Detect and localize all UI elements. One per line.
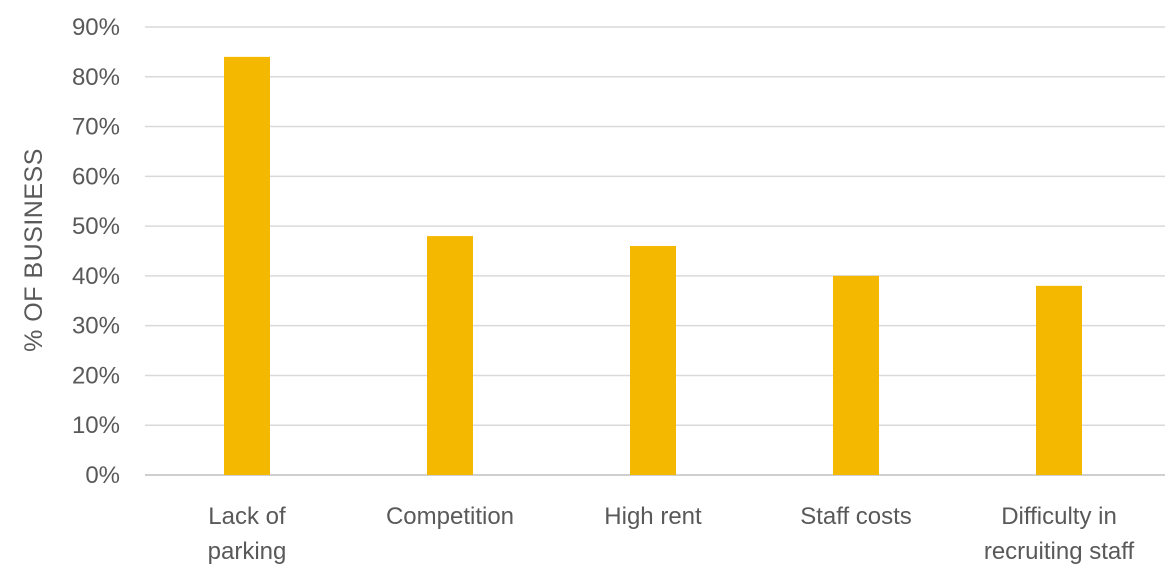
x-category-labels: Lack of parking Competition High rent Staff … (208, 503, 1135, 565)
y-tick-label: 90% (72, 14, 120, 41)
bar (427, 236, 473, 475)
y-tick-label: 80% (72, 64, 120, 91)
bars (224, 56, 1082, 475)
y-tick-label: 60% (72, 163, 120, 190)
x-category-label-line: Lack of (208, 503, 286, 530)
x-category-label: Competition (386, 503, 514, 530)
x-category-label-line: recruiting staff (984, 538, 1135, 565)
y-tick-label: 50% (72, 213, 120, 240)
bar (833, 275, 879, 475)
y-tick-label: 70% (72, 114, 120, 141)
x-category-label-line: Competition (386, 503, 514, 530)
y-tick-labels: 0% 10% 20% 30% 40% 50% 60% 70% 80% 90% (72, 14, 120, 489)
x-category-label-line: Staff costs (800, 503, 912, 530)
x-category-label: Lack of parking (208, 503, 287, 565)
x-category-label: Difficulty in recruiting staff (984, 503, 1135, 565)
x-category-label-line: Difficulty in (1001, 503, 1117, 530)
x-category-label: High rent (604, 503, 702, 530)
bar (224, 56, 270, 475)
x-category-label: Staff costs (800, 503, 912, 530)
y-tick-label: 30% (72, 313, 120, 340)
y-tick-label: 10% (72, 412, 120, 439)
x-category-label-line: parking (208, 538, 287, 565)
x-category-label-line: High rent (604, 503, 702, 530)
y-axis-title: % OF BUSINESS (20, 148, 48, 352)
bar (1036, 285, 1082, 475)
y-tick-label: 0% (85, 462, 120, 489)
bar (630, 246, 676, 475)
y-tick-label: 20% (72, 362, 120, 389)
y-tick-label: 40% (72, 263, 120, 290)
